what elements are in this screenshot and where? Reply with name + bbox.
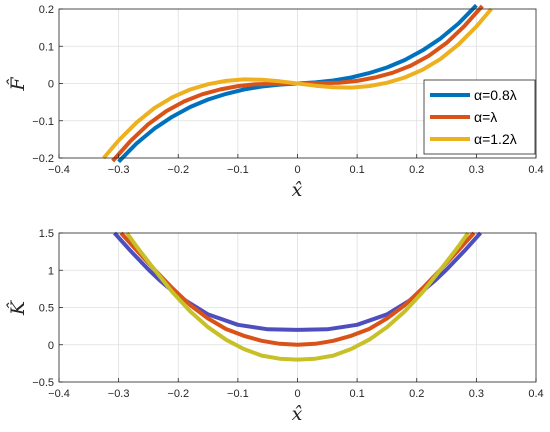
top-y-tick-label: 0.2 xyxy=(39,4,54,16)
bottom-x-tick-label: 0.4 xyxy=(528,388,543,400)
top-x-tick-label: −0.4 xyxy=(48,164,70,176)
top-x-tick-label: −0.3 xyxy=(108,164,130,176)
bottom-series-line-curve-2 xyxy=(119,231,476,347)
bottom-x-tick-label: −0.3 xyxy=(108,388,130,400)
bottom-series-line-curve-3 xyxy=(125,231,470,362)
top-x-tick-label: 0.4 xyxy=(528,164,543,176)
top-y-tick-label: 0 xyxy=(48,79,54,91)
bottom-x-tick-label: 0 xyxy=(294,388,300,400)
bottom-panel: −0.4 −0.3 −0.2 −0.1 0 0.1 0.2 0.3 0.4 −0.5 0 0.5 1 1.… xyxy=(7,228,544,425)
top-y-tick-label: −0.2 xyxy=(32,153,54,165)
legend-label-alpha-1: α=λ xyxy=(474,109,497,125)
bottom-x-tick-label: 0.2 xyxy=(409,388,424,400)
bottom-series-line-curve-1 xyxy=(113,231,482,332)
bottom-y-tick-label: 0 xyxy=(48,340,54,352)
top-y-tick-label: 0.1 xyxy=(39,41,54,53)
bottom-x-tick-label: −0.4 xyxy=(48,388,70,400)
top-x-tick-label: −0.1 xyxy=(227,164,249,176)
bottom-series-group xyxy=(113,231,482,362)
legend-label-alpha-0-8: α=0.8λ xyxy=(474,87,517,103)
bottom-y-tick-label: −0.5 xyxy=(32,377,54,389)
bottom-x-tick-label: 0.3 xyxy=(469,388,484,400)
top-x-tick-label: 0.3 xyxy=(469,164,484,176)
top-series-line--1-2- xyxy=(102,7,493,160)
top-tick-labels: −0.4 −0.3 −0.2 −0.1 0 0.1 0.2 0.3 0.4 −0.2 −0.1 0 0.… xyxy=(32,4,543,176)
top-y-tick-label: −0.1 xyxy=(32,116,54,128)
bottom-y-tick-label: 1 xyxy=(48,265,54,277)
legend: α=0.8λ α=λ α=1.2λ xyxy=(423,79,536,155)
top-x-tick-label: 0.2 xyxy=(409,164,424,176)
top-x-axis-label: x̂ xyxy=(292,179,303,201)
legend-label-alpha-1-2: α=1.2λ xyxy=(474,131,517,147)
top-x-tick-label: −0.2 xyxy=(167,164,189,176)
top-series-group xyxy=(102,3,493,164)
bottom-y-axis-label: K̂ xyxy=(7,299,29,316)
top-panel: −0.4 −0.3 −0.2 −0.1 0 0.1 0.2 0.3 0.4 −0.2 −0.1 0 0.… xyxy=(7,3,544,201)
top-x-tick-label: 0 xyxy=(294,164,300,176)
bottom-x-tick-label: −0.1 xyxy=(227,388,249,400)
bottom-y-tick-label: 1.5 xyxy=(39,228,54,240)
top-y-axis-label: F̂ xyxy=(7,77,29,92)
bottom-x-axis-label: x̂ xyxy=(292,403,303,425)
bottom-y-tick-label: 0.5 xyxy=(39,303,54,315)
top-x-tick-label: 0.1 xyxy=(349,164,364,176)
bottom-x-tick-label: −0.2 xyxy=(167,388,189,400)
bottom-tick-labels: −0.4 −0.3 −0.2 −0.1 0 0.1 0.2 0.3 0.4 −0.5 0 0.5 1 1.… xyxy=(32,228,543,400)
bottom-x-tick-label: 0.1 xyxy=(349,388,364,400)
